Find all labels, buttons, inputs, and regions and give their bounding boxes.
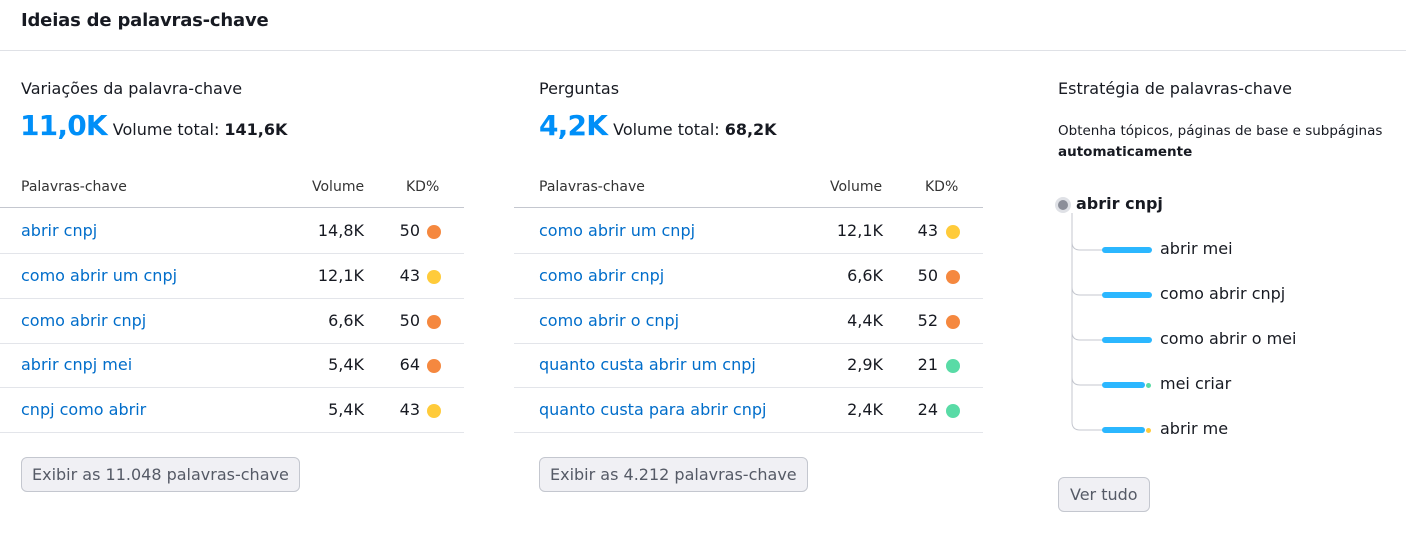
column-kd: KD% (925, 179, 959, 195)
panel-title: Ideias de palavras-chave (21, 10, 269, 31)
kd-value: 24 (917, 400, 938, 420)
kd-difficulty-dot (427, 269, 441, 284)
questions-table-row: como abrir o cnpj 4,4K 52 (514, 299, 983, 344)
panel-header: Ideias de palavras-chave (0, 0, 1406, 51)
questions-table-row: quanto custa para abrir cnpj 2,4K 24 (514, 388, 983, 434)
kd-value: 43 (399, 400, 420, 420)
variations-title: Variações da palavra-chave (21, 79, 243, 98)
topic-label[interactable]: mei criar (1160, 374, 1232, 393)
topic-volume-bar (1102, 337, 1152, 343)
volume-value: 5,4K (328, 400, 364, 420)
tree-branch (1071, 331, 1102, 341)
questions-title: Perguntas (539, 79, 620, 98)
topic-volume-bar (1102, 247, 1152, 253)
variations-total-label: Volume total: (112, 120, 220, 139)
variations-table-row: abrir cnpj 14,8K 50 (0, 209, 464, 254)
volume-value: 5,4K (328, 355, 364, 375)
topic-label[interactable]: abrir mei (1160, 239, 1233, 258)
topic-difficulty-indicator (1146, 382, 1151, 388)
volume-value: 2,9K (847, 355, 883, 375)
variations-table-row: abrir cnpj mei 5,4K 64 (0, 343, 464, 389)
keyword-link[interactable]: como abrir cnpj (21, 310, 147, 330)
kd-difficulty-dot (427, 225, 441, 239)
tree-branch (1071, 241, 1102, 251)
see-all-button[interactable]: Ver tudo (1058, 477, 1150, 512)
root-keyword[interactable]: abrir cnpj (1076, 194, 1163, 213)
view-all-variations-button[interactable]: Exibir as 11.048 palavras-chave (21, 457, 300, 492)
kd-difficulty-dot (427, 314, 441, 329)
strategy-description-text: Obtenha tópicos, páginas de base e subpá… (1058, 123, 1383, 139)
volume-value: 14,8K (317, 221, 364, 240)
kd-difficulty-dot (946, 404, 960, 419)
variations-count[interactable]: 11,0K (20, 109, 108, 142)
view-all-questions-button[interactable]: Exibir as 4.212 palavras-chave (539, 457, 808, 492)
topic-volume-bar (1102, 427, 1145, 433)
keyword-link[interactable]: abrir cnpj mei (21, 355, 133, 375)
keyword-link[interactable]: quanto custa para abrir cnpj (539, 400, 767, 420)
strategy-tree: abrir cnpj abrir mei como abrir cnpj como … (1058, 191, 1406, 441)
questions-table-header: Palavras-chave Volume KD% (514, 175, 983, 208)
questions-total-label: Volume total: (613, 120, 720, 139)
topic-volume-bar (1102, 382, 1145, 388)
topic-label[interactable]: como abrir cnpj (1160, 284, 1286, 303)
variations-table-row: como abrir um cnpj 12,1K 43 (0, 254, 464, 299)
variations-table-row: como abrir cnpj 6,6K 50 (0, 299, 464, 344)
strategy-description: Obtenha tópicos, páginas de base e subpá… (1058, 121, 1406, 163)
volume-value: 6,6K (847, 265, 883, 285)
kd-value: 50 (917, 265, 938, 285)
volume-value: 12,1K (317, 265, 364, 285)
kd-value: 43 (399, 265, 420, 285)
keyword-link[interactable]: como abrir cnpj (539, 265, 665, 285)
column-volume: Volume (312, 179, 365, 195)
kd-value: 50 (399, 221, 420, 240)
keyword-link[interactable]: quanto custa abrir um cnpj (539, 355, 756, 375)
volume-value: 6,6K (328, 310, 364, 330)
keyword-link[interactable]: como abrir um cnpj (21, 265, 178, 285)
kd-difficulty-dot (946, 269, 960, 284)
questions-summary: 4,2K Volume total: 68,2K (539, 109, 777, 142)
questions-count[interactable]: 4,2K (539, 109, 608, 142)
keyword-link[interactable]: como abrir um cnpj (539, 221, 696, 240)
tree-branch (1071, 421, 1102, 431)
kd-value: 43 (917, 221, 938, 240)
topic-difficulty-indicator (1146, 427, 1151, 433)
kd-difficulty-dot (946, 225, 960, 239)
kd-difficulty-dot (946, 359, 960, 374)
variations-summary: 11,0K Volume total: 141,6K (20, 109, 287, 142)
column-keywords: Palavras-chave (21, 179, 127, 195)
strategy-title: Estratégia de palavras-chave (1058, 79, 1293, 98)
volume-value: 2,4K (847, 400, 883, 420)
kd-value: 50 (399, 310, 420, 330)
kd-value: 52 (917, 310, 938, 330)
volume-value: 4,4K (847, 310, 883, 330)
kd-value: 21 (917, 355, 938, 375)
root-node-dot (1058, 200, 1068, 210)
column-volume: Volume (830, 179, 883, 195)
keyword-link[interactable]: abrir cnpj (21, 221, 98, 240)
column-kd: KD% (406, 179, 440, 195)
column-keywords: Palavras-chave (539, 179, 645, 195)
variations-table-header: Palavras-chave Volume KD% (0, 175, 464, 208)
kd-difficulty-dot (946, 314, 960, 329)
keyword-link[interactable]: cnpj como abrir (21, 400, 147, 420)
tree-branch (1071, 376, 1102, 386)
topic-label[interactable]: como abrir o mei (1160, 329, 1297, 348)
topic-label[interactable]: abrir me (1160, 419, 1229, 438)
keyword-link[interactable]: como abrir o cnpj (539, 310, 680, 330)
strategy-description-bold: automaticamente (1058, 144, 1193, 160)
questions-table-row: como abrir cnpj 6,6K 50 (514, 254, 983, 299)
tree-branch (1071, 286, 1102, 296)
volume-value: 12,1K (836, 221, 883, 240)
kd-difficulty-dot (427, 359, 441, 374)
questions-table-row: quanto custa abrir um cnpj 2,9K 21 (514, 343, 983, 389)
variations-total-value: 141,6K (224, 120, 288, 139)
variations-table-row: cnpj como abrir 5,4K 43 (0, 388, 464, 434)
topic-volume-bar (1102, 292, 1152, 298)
kd-difficulty-dot (427, 404, 441, 419)
questions-total-value: 68,2K (724, 120, 777, 139)
questions-table-row: como abrir um cnpj 12,1K 43 (514, 209, 983, 254)
tree-connectors (1071, 213, 1102, 431)
kd-value: 64 (399, 355, 420, 375)
